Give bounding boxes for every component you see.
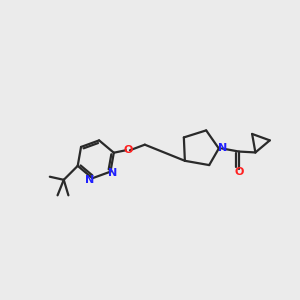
Text: O: O	[123, 145, 133, 155]
Text: N: N	[85, 175, 94, 185]
Text: O: O	[234, 167, 244, 177]
Text: N: N	[108, 168, 118, 178]
Text: N: N	[218, 143, 227, 153]
